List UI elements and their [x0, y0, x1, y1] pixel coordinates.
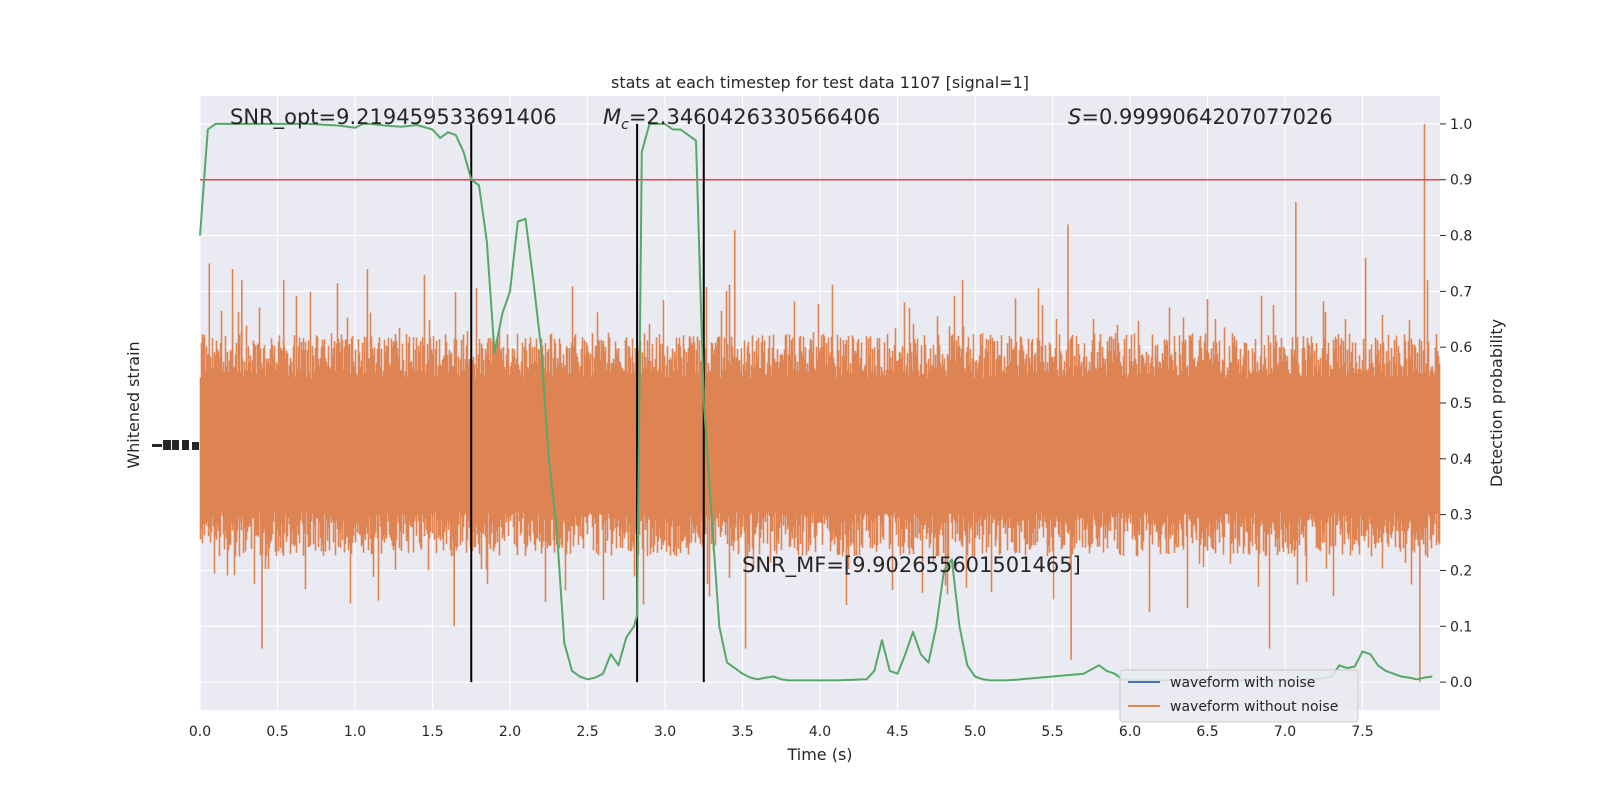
- y-right-tick-label: 1.0: [1450, 117, 1472, 133]
- strain-series: [199, 123, 1441, 683]
- x-tick-label: 0.0: [189, 724, 211, 740]
- snr-mf-annotation: SNR_MF=[9.902655601501465]: [742, 553, 1081, 578]
- y-left-tick-cluster: [152, 444, 162, 447]
- y-right-tick-label: 0.1: [1450, 619, 1472, 635]
- s-symbol: S: [1068, 105, 1081, 129]
- chirp-mass-value: =2.3460426330566406: [629, 105, 880, 129]
- y-left-tick-cluster: [163, 440, 171, 450]
- snr-opt-annotation: SNR_opt=9.219459533691406: [230, 105, 557, 130]
- x-tick-label: 5.5: [1041, 724, 1063, 740]
- chirp-mass-symbol: M: [603, 105, 621, 129]
- x-tick-label: 2.0: [499, 724, 521, 740]
- x-tick-label: 5.0: [964, 724, 986, 740]
- y-right-axis-ticks: 0.0 0.1 0.2 0.3 0.4 0.5 0.6 0.7 0.8 0.9 1.0: [1440, 117, 1472, 691]
- x-axis-label: Time (s): [786, 745, 852, 764]
- y-right-tick-label: 0.6: [1450, 340, 1472, 356]
- strain-noise-band: [199, 274, 1441, 612]
- chirp-mass-annotation: Mc=2.3460426330566406: [603, 105, 880, 133]
- legend-box: [1119, 669, 1359, 723]
- x-tick-label: 1.5: [421, 724, 443, 740]
- y-right-tick-label: 0.9: [1450, 173, 1472, 189]
- s-annotation: S=0.9999064207077026: [1068, 105, 1333, 129]
- y-left-tick-cluster: [192, 442, 199, 450]
- x-tick-label: 3.0: [654, 724, 676, 740]
- x-tick-label: 6.5: [1196, 724, 1218, 740]
- x-tick-label: 7.5: [1351, 724, 1373, 740]
- x-tick-label: 4.5: [886, 724, 908, 740]
- y-right-tick-label: 0.2: [1450, 563, 1472, 579]
- y-right-tick-label: 0.0: [1450, 675, 1472, 691]
- y-right-tick-label: 0.8: [1450, 229, 1472, 245]
- y-right-tick-label: 0.5: [1450, 396, 1472, 412]
- x-tick-label: 1.0: [344, 724, 366, 740]
- y-right-axis-label: Detection probability: [1487, 319, 1506, 487]
- x-tick-label: 0.5: [266, 724, 288, 740]
- y-left-axis-ticks: [152, 440, 199, 450]
- x-axis-ticks: 0.0 0.5 1.0 1.5 2.0 2.5 3.0 3.5 4.0 4.5 5.0 5.5 6.0 6…: [189, 724, 1374, 740]
- x-tick-label: 7.0: [1274, 724, 1296, 740]
- y-left-axis-label: Whitened strain: [124, 341, 143, 468]
- y-right-tick-label: 0.4: [1450, 452, 1472, 468]
- x-tick-label: 4.0: [809, 724, 831, 740]
- x-tick-label: 6.0: [1119, 724, 1141, 740]
- y-right-tick-label: 0.3: [1450, 508, 1472, 524]
- legend: waveform with noise waveform without noi…: [1119, 669, 1359, 723]
- chart-title: stats at each timestep for test data 110…: [611, 73, 1029, 92]
- y-left-tick-cluster: [172, 440, 179, 450]
- y-left-tick-cluster: [182, 440, 189, 450]
- y-right-tick-label: 0.7: [1450, 284, 1472, 300]
- x-tick-label: 2.5: [576, 724, 598, 740]
- chirp-mass-subscript: c: [621, 117, 629, 133]
- x-tick-label: 3.5: [731, 724, 753, 740]
- legend-label-with-noise: waveform with noise: [1170, 675, 1315, 691]
- s-value: =0.9999064207077026: [1081, 105, 1332, 129]
- legend-label-without-noise: waveform without noise: [1170, 699, 1338, 715]
